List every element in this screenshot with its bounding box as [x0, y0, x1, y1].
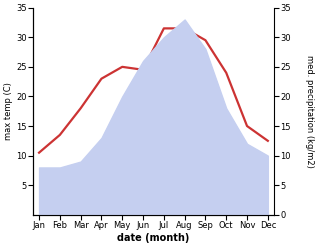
Y-axis label: max temp (C): max temp (C)	[4, 82, 13, 140]
Y-axis label: med. precipitation (kg/m2): med. precipitation (kg/m2)	[305, 55, 314, 168]
X-axis label: date (month): date (month)	[117, 233, 190, 243]
